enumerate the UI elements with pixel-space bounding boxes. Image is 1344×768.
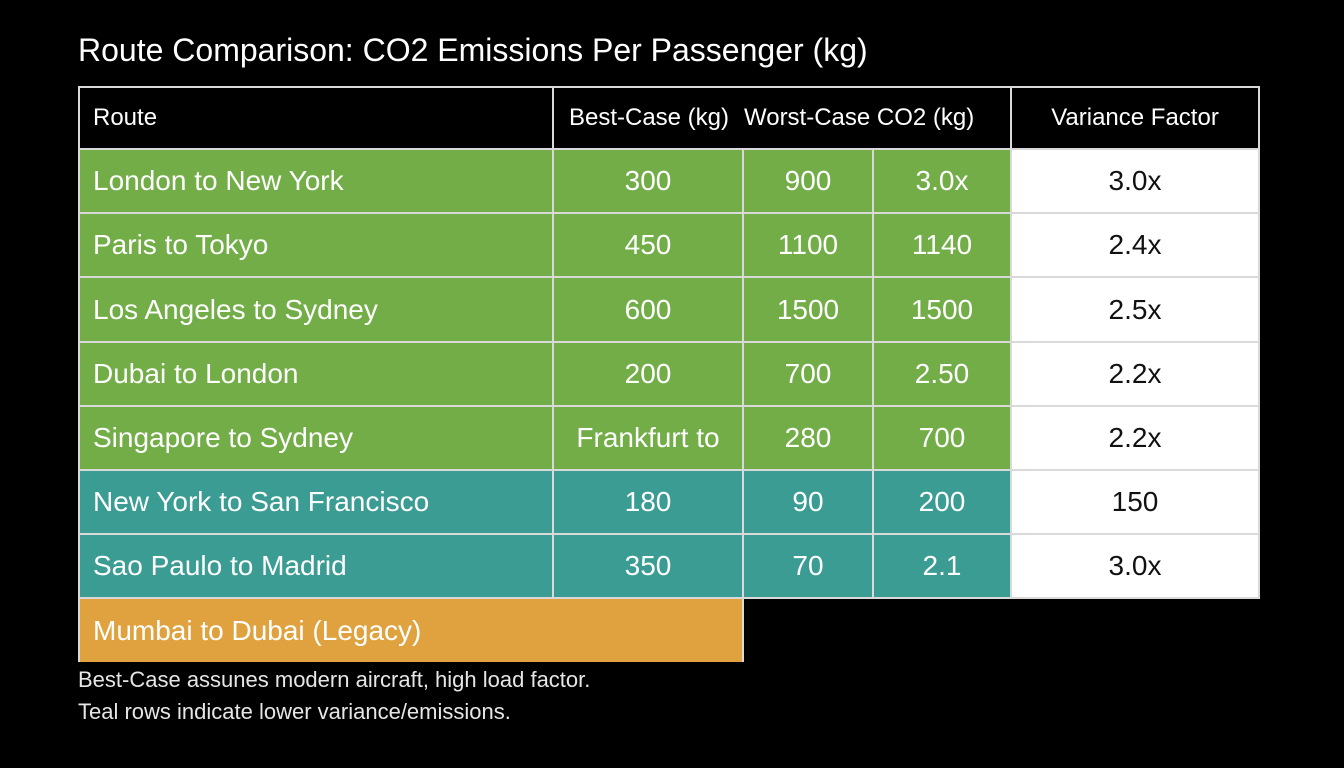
row-worst-case: 1100 bbox=[744, 214, 874, 278]
row-variance: 3.0x bbox=[1012, 535, 1260, 599]
row-route: Dubai to London bbox=[78, 343, 554, 407]
row-worst-case: 900 bbox=[744, 150, 874, 214]
footnote-teal-rows: Teal rows indicate lower variance/emissi… bbox=[78, 699, 511, 724]
row-extra-value: 1500 bbox=[874, 278, 1012, 343]
header-worst-case: Worst-Case CO2 (kg) bbox=[744, 86, 1012, 150]
row-variance: 2.4x bbox=[1012, 214, 1260, 278]
row-worst-case: 700 bbox=[744, 343, 874, 407]
row-best-case: 180 bbox=[554, 471, 744, 535]
chart-title: Route Comparison: CO2 Emissions Per Pass… bbox=[78, 32, 868, 68]
row-best-case: 600 bbox=[554, 278, 744, 343]
row-variance: 2.2x bbox=[1012, 343, 1260, 407]
row-extra-value: 700 bbox=[874, 407, 1012, 471]
row-best-case: Frankfurt to bbox=[554, 407, 744, 471]
row-worst-case: 70 bbox=[744, 535, 874, 599]
row-best-case: 350 bbox=[554, 535, 744, 599]
row-extra-value: 3.0x bbox=[874, 150, 1012, 214]
header-variance: Variance Factor bbox=[1012, 86, 1260, 150]
row-variance: 2.5x bbox=[1012, 278, 1260, 343]
row-route-legacy: Mumbai to Dubai (Legacy) bbox=[78, 599, 744, 662]
row-best-case: 450 bbox=[554, 214, 744, 278]
row-variance: 3.0x bbox=[1012, 150, 1260, 214]
row-best-case: 200 bbox=[554, 343, 744, 407]
row-extra-value: 200 bbox=[874, 471, 1012, 535]
row-variance: 150 bbox=[1012, 471, 1260, 535]
row-route: Paris to Tokyo bbox=[78, 214, 554, 278]
emissions-table: Route Best-Case (kg) Worst-Case CO2 (kg)… bbox=[78, 86, 1260, 662]
row-route: New York to San Francisco bbox=[78, 471, 554, 535]
footnotes: Best-Case assunes modern aircraft, high … bbox=[78, 664, 590, 728]
header-best-case: Best-Case (kg) bbox=[554, 86, 744, 150]
row-route: London to New York bbox=[78, 150, 554, 214]
row-extra-value: 2.1 bbox=[874, 535, 1012, 599]
row-route: Sao Paulo to Madrid bbox=[78, 535, 554, 599]
row-route: Singapore to Sydney bbox=[78, 407, 554, 471]
row-extra-value: 2.50 bbox=[874, 343, 1012, 407]
row-worst-case: 1500 bbox=[744, 278, 874, 343]
header-route: Route bbox=[78, 86, 554, 150]
row-worst-case: 280 bbox=[744, 407, 874, 471]
row-variance: 2.2x bbox=[1012, 407, 1260, 471]
row-route: Los Angeles to Sydney bbox=[78, 278, 554, 343]
row-best-case: 300 bbox=[554, 150, 744, 214]
row-worst-case: 90 bbox=[744, 471, 874, 535]
footnote-best-case: Best-Case assunes modern aircraft, high … bbox=[78, 667, 591, 692]
row-extra-value: 1140 bbox=[874, 214, 1012, 278]
